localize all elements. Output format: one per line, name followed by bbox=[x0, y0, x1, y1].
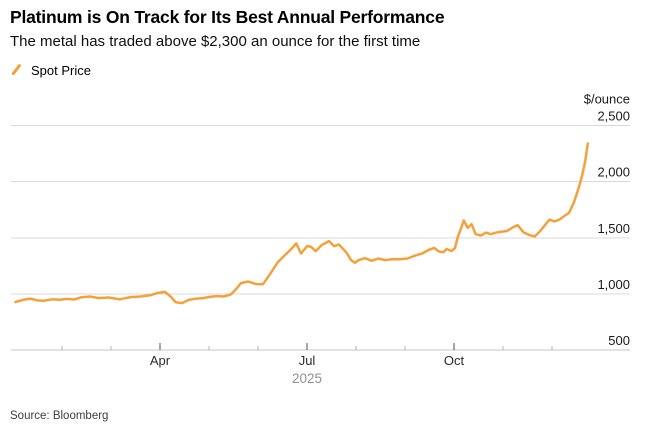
legend-label: Spot Price bbox=[31, 62, 91, 78]
y-tick-label: 500 bbox=[608, 333, 630, 348]
chart-subtitle: The metal has traded above $2,300 an oun… bbox=[10, 33, 421, 50]
chart-title: Platinum is On Track for Its Best Annual… bbox=[10, 7, 445, 27]
y-tick-label: 1,500 bbox=[597, 221, 630, 236]
x-tick-label: Oct bbox=[444, 353, 465, 368]
y-tick-label: 2,500 bbox=[597, 109, 630, 124]
spot-price-line bbox=[14, 142, 590, 305]
y-tick-label: 2,000 bbox=[597, 165, 630, 180]
source-note: Source: Bloomberg bbox=[10, 410, 109, 422]
slash-line-icon bbox=[11, 63, 22, 77]
x-tick-label: Jul bbox=[299, 353, 316, 368]
legend: Spot Price bbox=[10, 61, 91, 79]
y-tick-label: 1,000 bbox=[597, 277, 630, 292]
x-axis-year-label: 2025 bbox=[292, 371, 322, 386]
y-axis-unit-label: $/ounce bbox=[584, 92, 630, 107]
x-tick-label: Apr bbox=[150, 353, 171, 368]
